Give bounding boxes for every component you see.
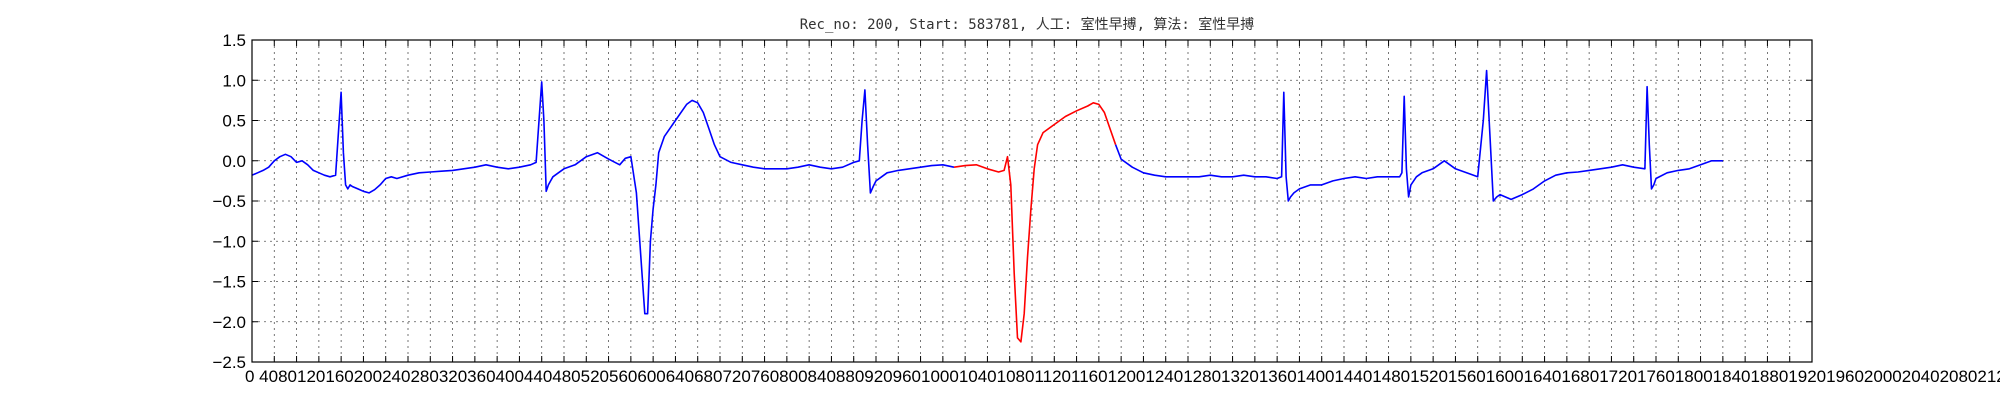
y-tick-label: −0.5 xyxy=(212,192,246,211)
x-axis: 0 40801201602002402803203604004404805205… xyxy=(245,40,2000,386)
series-line-normal-before xyxy=(251,81,955,315)
y-tick-label: 1.0 xyxy=(222,71,246,90)
series-line-normal-after xyxy=(1114,69,1723,202)
y-tick-label: 1.5 xyxy=(222,31,246,50)
y-tick-label: −1.0 xyxy=(212,232,246,251)
y-tick-label: −2.0 xyxy=(212,313,246,332)
y-tick-label: −1.5 xyxy=(212,273,246,292)
y-axis: 1.5 1.0 0.5 0.0 −0.5 −1.0 −1.5 −2.0 −2.5 xyxy=(212,31,1812,372)
y-tick-label: 0.0 xyxy=(222,152,246,171)
series-line-pvc xyxy=(953,102,1117,343)
chart-title: Rec_no: 200, Start: 583781, 人工: 室性早搏, 算法… xyxy=(800,16,1255,33)
y-tick-label: 0.5 xyxy=(222,112,246,131)
series-layer xyxy=(251,69,1723,343)
y-tick-label: −2.5 xyxy=(212,353,246,372)
x-tick-labels: 0 40801201602002402803203604004404805205… xyxy=(245,367,2000,386)
